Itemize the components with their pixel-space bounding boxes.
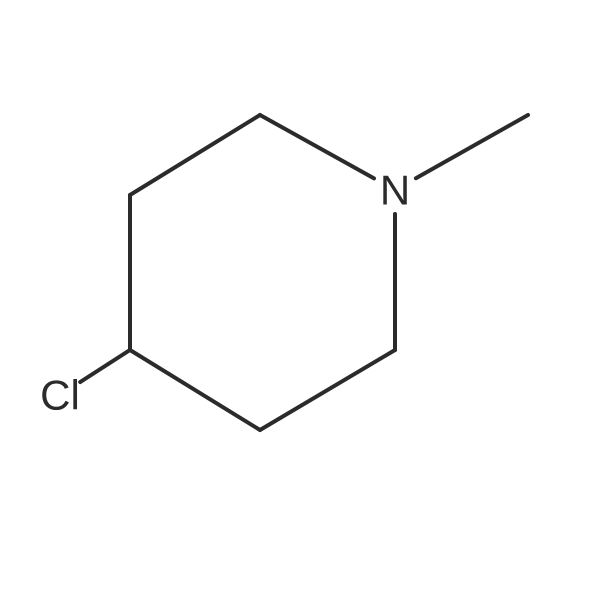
atom-label-n: N (380, 167, 410, 214)
bond (416, 115, 528, 178)
bond (130, 115, 260, 195)
molecule-diagram: N Cl (0, 0, 600, 600)
bond (260, 115, 374, 178)
bond (130, 350, 260, 430)
atom-label-cl: Cl (40, 372, 80, 419)
bond (260, 350, 395, 430)
bond (80, 350, 130, 382)
